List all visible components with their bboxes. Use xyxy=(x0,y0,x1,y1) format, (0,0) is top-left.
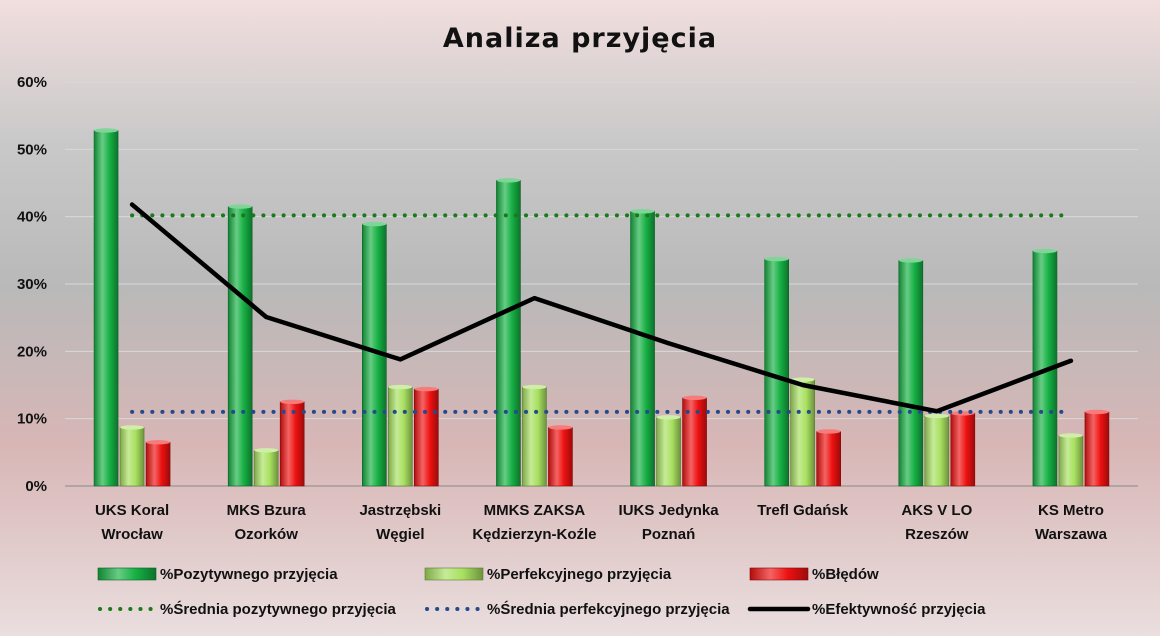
bar-positive xyxy=(496,180,521,487)
legend-label: %Błędów xyxy=(812,566,879,583)
series-line-efficiency xyxy=(129,202,1074,414)
lines xyxy=(129,202,1074,414)
bar-errors xyxy=(414,388,439,487)
y-tick-label: 10% xyxy=(17,411,47,428)
bar-cap xyxy=(280,399,305,405)
bar-cap xyxy=(94,128,119,133)
bar-errors xyxy=(279,401,305,487)
bar-cap xyxy=(362,221,387,227)
category-label: Rzeszów xyxy=(905,526,969,543)
legend-label: %Pozytywnego przyjęcia xyxy=(160,566,338,583)
bar-cap xyxy=(228,204,253,209)
category-label: Warszawa xyxy=(1035,526,1108,543)
legend-swatch xyxy=(749,567,809,581)
bar-cap xyxy=(522,384,547,390)
bar-cap xyxy=(254,448,279,453)
y-axis-ticks: 0% 10% 20% 30% 40% 50% 60% xyxy=(17,74,47,495)
category-label: Jastrzębski xyxy=(359,502,441,519)
bar-cap xyxy=(682,395,707,400)
legend-label: %Efektywność przyjęcia xyxy=(812,601,986,618)
bar-perfect xyxy=(119,427,145,487)
bar-errors xyxy=(548,427,573,487)
category-label: Ozorków xyxy=(235,526,299,543)
legend-swatch xyxy=(424,567,484,581)
legend: %Pozytywnego przyjęcia %Perfekcyjnego prz… xyxy=(97,566,986,618)
category-label: IUKS Jedynka xyxy=(619,502,720,519)
x-axis-labels: UKS Koral Wrocław MKS Bzura Ozorków Jastrzęb… xyxy=(95,502,1108,543)
bar-positive xyxy=(227,206,253,487)
category-label: MKS Bzura xyxy=(227,502,307,519)
legend-label: %Perfekcyjnego przyjęcia xyxy=(487,566,672,583)
bar-cap xyxy=(656,415,681,420)
category-label: KS Metro xyxy=(1038,502,1104,519)
bar-cap xyxy=(120,425,145,430)
category-label: AKS V LO xyxy=(901,502,972,519)
bar-perfect xyxy=(253,450,279,487)
bar-cap xyxy=(630,209,655,214)
bar-perfect xyxy=(924,415,950,487)
bar-cap xyxy=(1032,248,1057,254)
bar-perfect xyxy=(656,417,681,487)
bar-cap xyxy=(388,384,413,390)
category-label: MMKS ZAKSA xyxy=(484,502,586,519)
bar-cap xyxy=(764,256,789,262)
chart-title: Analiza przyjęcia xyxy=(443,23,717,54)
y-tick-label: 30% xyxy=(17,276,47,293)
legend-swatch xyxy=(97,567,157,581)
bar-cap xyxy=(1058,433,1083,438)
legend-label: %Średnia perfekcyjnego przyjęcia xyxy=(487,600,730,618)
legend-label: %Średnia pozytywnego przyjęcia xyxy=(160,600,397,618)
y-tick-label: 50% xyxy=(17,141,47,158)
bar-cap xyxy=(898,258,923,263)
bar-cap xyxy=(146,440,171,445)
bar-cap xyxy=(548,425,573,430)
category-label: UKS Koral xyxy=(95,502,169,519)
bar-errors xyxy=(1084,411,1110,487)
category-label: Trefl Gdańsk xyxy=(757,502,849,519)
bar-perfect xyxy=(1058,435,1084,487)
bar-cap xyxy=(414,386,439,392)
bar-positive xyxy=(630,210,655,487)
bars xyxy=(93,128,1110,487)
y-tick-label: 60% xyxy=(17,74,47,91)
bar-cap xyxy=(1084,409,1109,415)
category-label: Węgiel xyxy=(376,526,424,543)
bar-positive xyxy=(898,260,924,487)
category-label: Poznań xyxy=(642,526,695,543)
y-tick-label: 0% xyxy=(25,478,47,495)
bar-cap xyxy=(790,377,815,382)
category-label: Wrocław xyxy=(101,526,163,543)
y-tick-label: 20% xyxy=(17,343,47,360)
bar-errors xyxy=(816,431,841,487)
y-tick-label: 40% xyxy=(17,209,47,226)
bar-cap xyxy=(924,413,949,419)
bar-errors xyxy=(145,441,171,487)
category-label: Kędzierzyn-Koźle xyxy=(472,526,596,543)
bar-perfect xyxy=(522,386,547,487)
bar-perfect xyxy=(388,386,413,487)
bar-errors xyxy=(950,412,976,487)
bar-positive xyxy=(93,130,119,487)
bar-perfect xyxy=(790,379,815,487)
bar-cap xyxy=(816,429,841,434)
bar-cap xyxy=(496,178,521,183)
